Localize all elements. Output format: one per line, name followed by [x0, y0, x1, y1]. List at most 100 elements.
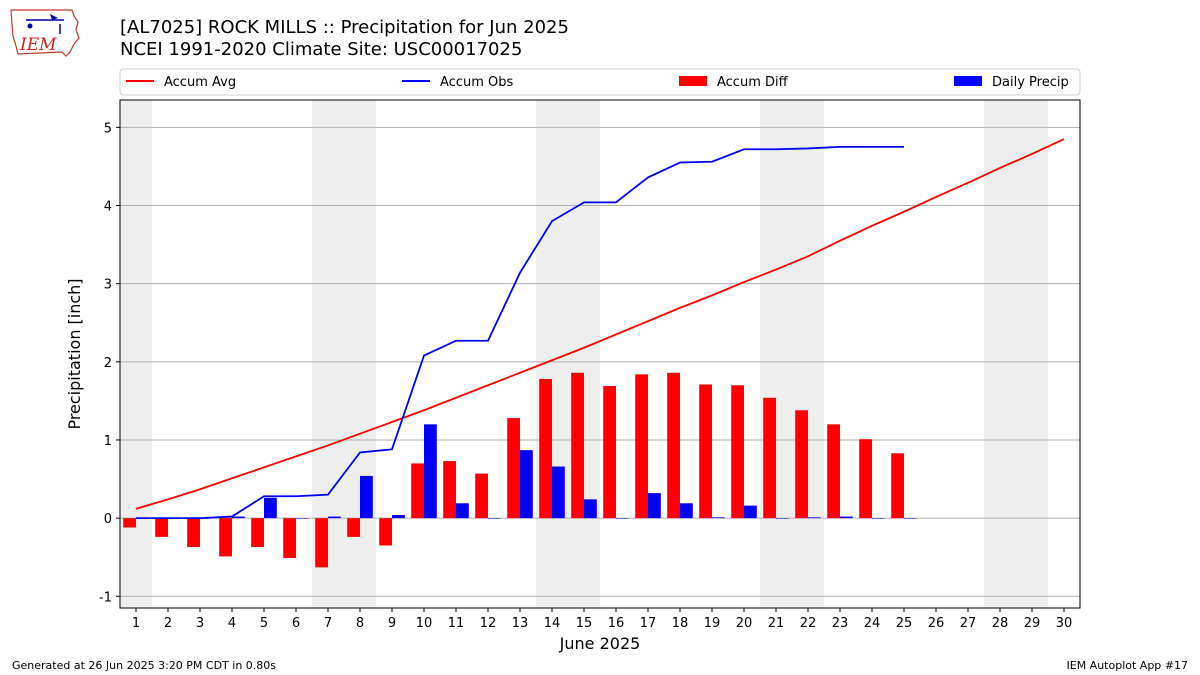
accum-diff-bar	[699, 384, 712, 519]
x-tick-label: 13	[512, 616, 529, 631]
accum-diff-bar	[539, 379, 552, 519]
x-tick-label: 22	[800, 616, 817, 631]
y-tick-label: 0	[104, 512, 112, 527]
daily-precip-bar	[456, 503, 469, 519]
weekend-band	[792, 100, 824, 608]
daily-precip-bar	[360, 475, 373, 519]
x-tick-label: 25	[896, 616, 913, 631]
legend-item-daily-precip: Daily Precip	[954, 75, 1069, 90]
daily-precip-bar	[872, 518, 885, 519]
accum-diff-bar	[443, 461, 456, 519]
x-tick-label: 20	[736, 616, 753, 631]
accum-diff-bar	[475, 473, 488, 519]
accum-diff-bar	[155, 518, 168, 537]
x-tick-label: 18	[672, 616, 689, 631]
x-tick-label: 6	[292, 616, 300, 631]
daily-precip-bar	[840, 516, 853, 519]
lines	[135, 138, 1065, 520]
accum-diff-bar	[827, 424, 840, 519]
daily-precip-bar	[392, 514, 405, 519]
y-tick-label: 2	[104, 356, 112, 371]
y-axis-label: Precipitation [inch]	[65, 278, 84, 429]
accum-obs-line	[136, 145, 904, 520]
daily-precip-bar	[264, 497, 277, 519]
daily-precip-bar	[712, 517, 725, 519]
daily-precip-bar	[904, 518, 917, 519]
x-tick-label: 23	[832, 616, 849, 631]
y-tick-label: 1	[104, 434, 112, 449]
logo-text: IEM	[19, 35, 57, 55]
weekend-band	[568, 100, 600, 608]
x-tick-label: 15	[576, 616, 593, 631]
chart-title: [AL7025] ROCK MILLS :: Precipitation for…	[120, 17, 569, 38]
legend-label-daily-precip: Daily Precip	[992, 75, 1069, 90]
weekend-band	[120, 100, 152, 608]
x-tick-label: 1	[132, 616, 140, 631]
accum-diff-bar	[283, 518, 296, 558]
x-tick-label: 16	[608, 616, 625, 631]
x-tick-label: 10	[416, 616, 433, 631]
daily-precip-bar	[520, 450, 533, 519]
x-tick-label: 7	[324, 616, 332, 631]
footer-generated: Generated at 26 Jun 2025 3:20 PM CDT in …	[12, 659, 277, 672]
accum-diff-bar	[187, 518, 200, 548]
x-tick-label: 5	[260, 616, 268, 631]
accum-diff-bar	[571, 372, 584, 519]
x-tick-label: 24	[864, 616, 881, 631]
x-tick-label: 11	[448, 616, 465, 631]
accum-diff-bar	[667, 372, 680, 519]
accum-avg-line	[135, 138, 1065, 510]
legend-swatch-daily-precip	[954, 76, 982, 86]
x-tick-label: 26	[928, 616, 945, 631]
x-tick-label: 17	[640, 616, 657, 631]
accum-diff-bar	[315, 518, 328, 568]
accum-diff-bar	[379, 518, 392, 546]
accum-diff-bar	[859, 439, 872, 519]
x-tick-label: 30	[1056, 616, 1073, 631]
x-tick-label: 29	[1024, 616, 1041, 631]
iem-logo: IEM	[8, 6, 80, 58]
accum-diff-bar	[219, 518, 232, 557]
x-tick-label: 27	[960, 616, 977, 631]
legend-swatch-accum-diff	[679, 76, 707, 86]
legend-label-accum-obs: Accum Obs	[440, 75, 513, 90]
x-tick-label: 21	[768, 616, 785, 631]
accum-diff-bar	[123, 518, 136, 528]
plot-frame	[119, 99, 1081, 609]
y-tick-label: 4	[104, 200, 112, 215]
daily-precip-bar	[232, 516, 245, 519]
daily-precip-bar	[296, 518, 309, 519]
legend-item-accum-obs: Accum Obs	[402, 75, 513, 90]
y-tick-label: 5	[104, 121, 112, 136]
daily-precip-bar	[808, 517, 821, 519]
x-tick-label: 28	[992, 616, 1009, 631]
legend-label-accum-diff: Accum Diff	[717, 75, 789, 90]
y-tick-label: -1	[99, 590, 112, 605]
daily-precip-bar	[616, 518, 629, 519]
weekend-band	[1016, 100, 1048, 608]
daily-precip-bar	[328, 516, 341, 519]
iowa-map-icon: IEM	[10, 9, 80, 57]
accum-diff-bar	[795, 410, 808, 519]
weekend-band	[536, 100, 568, 608]
daily-precip-bar	[424, 424, 437, 519]
accum-diff-bar	[507, 418, 520, 519]
daily-precip-bar	[584, 499, 597, 519]
legend-label-accum-avg: Accum Avg	[164, 75, 236, 90]
x-tick-label: 3	[196, 616, 204, 631]
daily-precip-bar	[680, 503, 693, 519]
x-tick-label: 8	[356, 616, 364, 631]
x-tick-label: 4	[228, 616, 236, 631]
y-tick-label: 3	[104, 278, 112, 293]
x-tick-label: 19	[704, 616, 721, 631]
accum-diff-bar	[763, 397, 776, 519]
bars	[123, 372, 917, 568]
legend-box	[119, 68, 1081, 96]
daily-precip-bar	[552, 466, 565, 519]
accum-diff-bar	[251, 518, 264, 548]
legend-item-accum-diff: Accum Diff	[679, 75, 789, 90]
accum-diff-bar	[603, 386, 616, 519]
weekend-band	[760, 100, 792, 608]
